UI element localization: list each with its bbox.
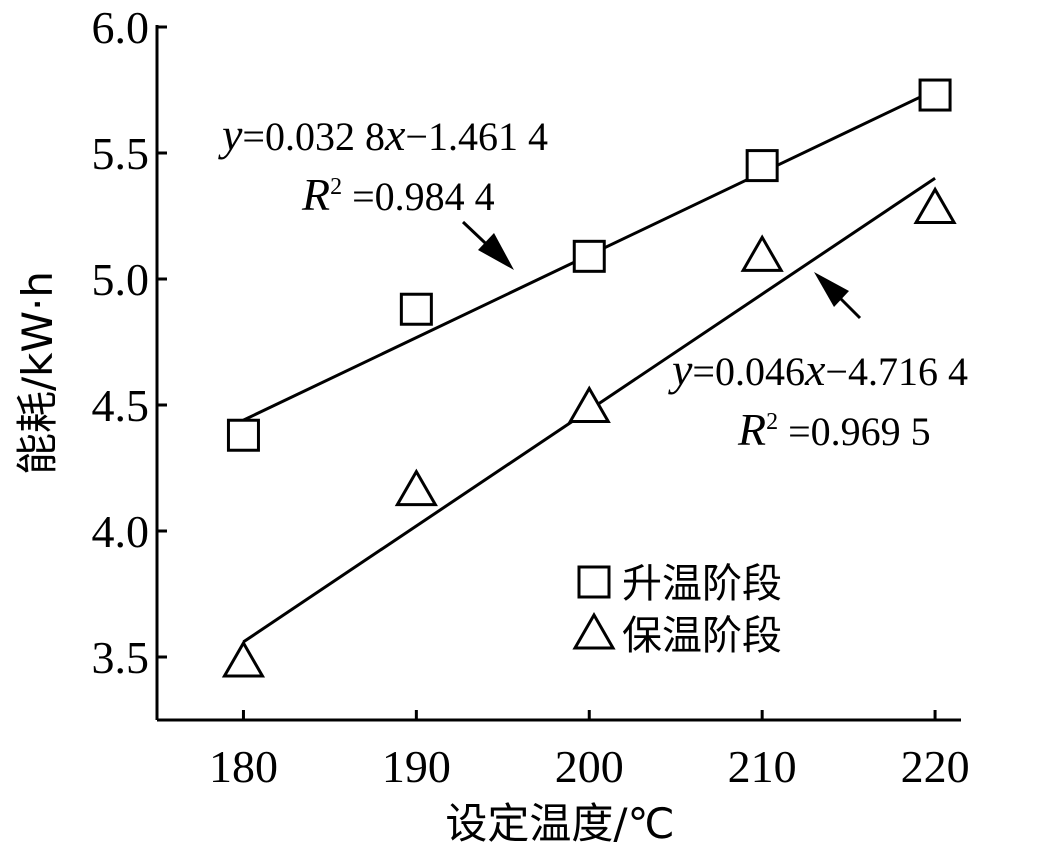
legend-label: 保温阶段 (622, 613, 782, 659)
eq-part: −1.461 4 (405, 114, 548, 159)
r-squared-1: R2 =0.984 4 (301, 169, 495, 220)
eq-part: =0.032 8 (242, 114, 385, 159)
data-point (226, 418, 260, 452)
data-point (221, 640, 266, 678)
y-tick-label: 4.0 (92, 506, 150, 557)
y-axis-label: 能耗/kW·h (13, 271, 62, 475)
data-point (399, 292, 433, 326)
eq-part: y (218, 109, 243, 160)
equation-2: y=0.046x−4.716 4 (668, 344, 968, 395)
arrow (461, 220, 514, 270)
eq-part: 2 (766, 409, 778, 435)
legend-marker (572, 611, 616, 650)
x-tick-label: 190 (382, 741, 451, 792)
arrow (814, 272, 862, 320)
eq-part: =0.984 4 (342, 174, 495, 219)
data-point (918, 78, 952, 112)
r-squared-2: R2 =0.969 5 (737, 404, 931, 455)
eq-part: x (384, 109, 406, 160)
y-tick-label: 3.5 (92, 632, 150, 683)
data-point (745, 149, 779, 183)
equation-1: y=0.032 8x−1.461 4 (218, 109, 548, 160)
eq-part: y (668, 344, 693, 395)
legend-marker (577, 565, 611, 599)
x-axis-label: 设定温度/℃ (445, 799, 674, 848)
data-point (913, 186, 957, 224)
eq-part: R (301, 169, 330, 220)
legend-label: 升温阶段 (622, 561, 782, 607)
eq-part: R (737, 404, 766, 455)
y-tick-label: 5.0 (92, 254, 150, 305)
eq-part: =0.969 5 (778, 409, 931, 454)
data-point (572, 239, 606, 273)
y-tick-label: 5.5 (92, 128, 150, 179)
y-tick-label: 4.5 (92, 380, 150, 431)
eq-part: x (804, 344, 826, 395)
y-tick-label: 6.0 (92, 2, 150, 53)
data-point (394, 468, 438, 507)
x-tick-label: 210 (728, 741, 797, 792)
data-point (740, 234, 784, 272)
eq-part: =0.046 (692, 349, 805, 394)
eq-part: −4.716 4 (825, 349, 968, 394)
eq-part: 2 (330, 174, 342, 200)
x-tick-label: 220 (901, 741, 970, 792)
data-point (567, 385, 611, 424)
x-tick-label: 180 (209, 741, 278, 792)
x-tick-label: 200 (555, 741, 624, 792)
